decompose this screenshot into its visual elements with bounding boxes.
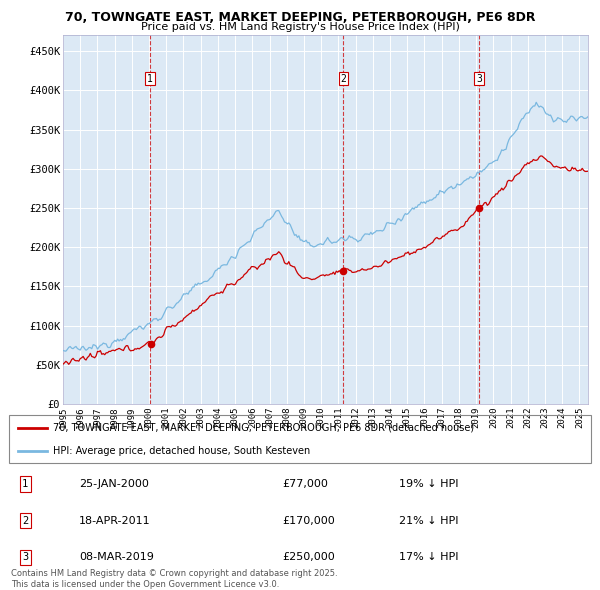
Text: £250,000: £250,000 [283, 552, 335, 562]
Text: 19% ↓ HPI: 19% ↓ HPI [399, 479, 458, 489]
Text: 3: 3 [476, 74, 482, 84]
Text: £170,000: £170,000 [283, 516, 335, 526]
Text: 18-APR-2011: 18-APR-2011 [79, 516, 151, 526]
Text: Price paid vs. HM Land Registry's House Price Index (HPI): Price paid vs. HM Land Registry's House … [140, 22, 460, 32]
Text: 17% ↓ HPI: 17% ↓ HPI [399, 552, 458, 562]
Text: £77,000: £77,000 [283, 479, 328, 489]
Text: 21% ↓ HPI: 21% ↓ HPI [399, 516, 458, 526]
Text: 25-JAN-2000: 25-JAN-2000 [79, 479, 149, 489]
Text: Contains HM Land Registry data © Crown copyright and database right 2025.
This d: Contains HM Land Registry data © Crown c… [11, 569, 337, 589]
Text: 70, TOWNGATE EAST, MARKET DEEPING, PETERBOROUGH, PE6 8DR: 70, TOWNGATE EAST, MARKET DEEPING, PETER… [65, 11, 535, 24]
Text: 2: 2 [340, 74, 346, 84]
Text: 2: 2 [22, 516, 28, 526]
Text: 1: 1 [22, 479, 28, 489]
Text: 08-MAR-2019: 08-MAR-2019 [79, 552, 154, 562]
Text: HPI: Average price, detached house, South Kesteven: HPI: Average price, detached house, Sout… [53, 446, 310, 456]
Text: 70, TOWNGATE EAST, MARKET DEEPING, PETERBOROUGH, PE6 8DR (detached house): 70, TOWNGATE EAST, MARKET DEEPING, PETER… [53, 423, 474, 433]
Text: 3: 3 [22, 552, 28, 562]
Text: 1: 1 [148, 74, 153, 84]
